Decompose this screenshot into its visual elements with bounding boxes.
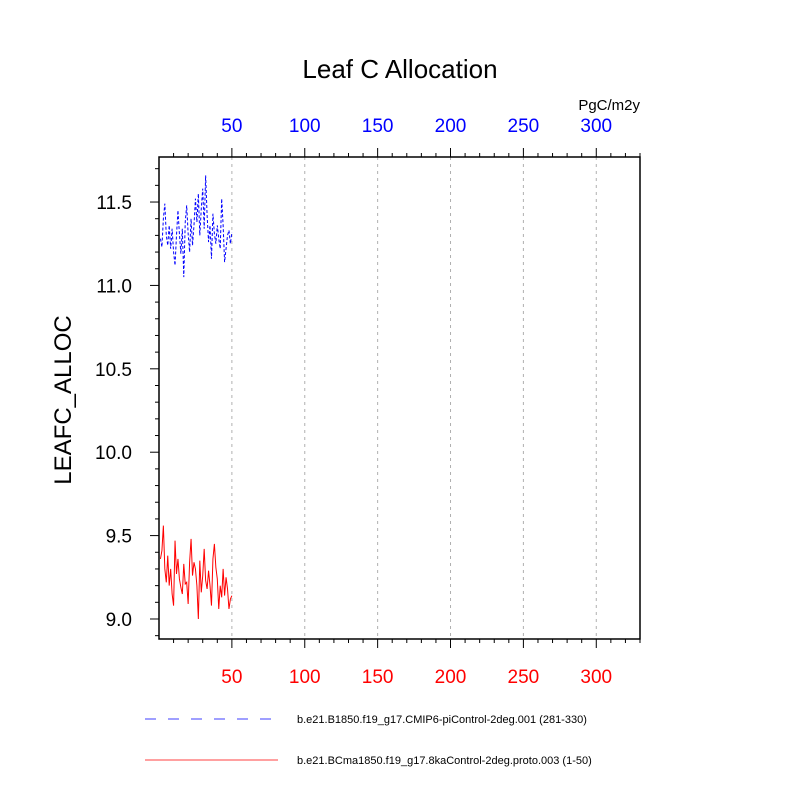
plot-frame bbox=[158, 156, 641, 640]
x-tick-label-top: 200 bbox=[435, 116, 467, 137]
x-tick-label-bottom: 250 bbox=[508, 667, 540, 688]
x-tick-label-top: 300 bbox=[580, 116, 612, 137]
x-tick-label-top: 100 bbox=[289, 116, 321, 137]
legend-label-1: b.e21.B1850.f19_g17.CMIP6-piControl-2deg… bbox=[297, 714, 587, 726]
legend-label-2: b.e21.BCma1850.f19_g17.8kaControl-2deg.p… bbox=[297, 755, 592, 767]
axis-ticks bbox=[150, 148, 641, 648]
y-tick-label: 9.5 bbox=[106, 527, 132, 548]
x-tick-label-top: 250 bbox=[508, 116, 540, 137]
x-tick-label-bottom: 50 bbox=[221, 667, 242, 688]
chart-title: Leaf C Allocation bbox=[302, 54, 497, 84]
y-axis-label: LEAFC_ALLOC bbox=[50, 315, 77, 484]
x-tick-label-bottom: 100 bbox=[289, 667, 321, 688]
x-tick-label-bottom: 150 bbox=[362, 667, 394, 688]
series-line-2 bbox=[159, 525, 233, 620]
x-tick-label-top: 150 bbox=[362, 116, 394, 137]
series-line-1 bbox=[159, 175, 233, 278]
legend: b.e21.B1850.f19_g17.CMIP6-piControl-2deg… bbox=[145, 714, 592, 767]
units-label: PgC/m2y bbox=[578, 97, 640, 114]
series-layer bbox=[159, 175, 233, 620]
x-tick-label-top: 50 bbox=[221, 116, 242, 137]
tick-labels: 50 50 100 100 150 150 200 200 250 250 300 300 9.0 9.5… bbox=[95, 116, 612, 688]
x-tick-label-bottom: 300 bbox=[580, 667, 612, 688]
grid-lines bbox=[231, 157, 597, 639]
y-tick-label: 11.0 bbox=[96, 276, 132, 297]
x-tick-label-bottom: 200 bbox=[435, 667, 467, 688]
y-tick-label: 9.0 bbox=[106, 610, 132, 631]
y-tick-label: 10.0 bbox=[95, 443, 132, 464]
y-tick-label: 10.5 bbox=[95, 360, 132, 381]
y-tick-label: 11.5 bbox=[96, 193, 132, 214]
